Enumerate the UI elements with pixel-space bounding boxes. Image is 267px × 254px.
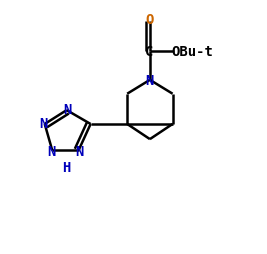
Text: N: N [146, 74, 154, 87]
Text: OBu-t: OBu-t [171, 45, 213, 59]
Text: C: C [145, 45, 153, 59]
Text: O: O [146, 13, 154, 27]
Text: N: N [63, 102, 72, 116]
Text: N: N [47, 144, 55, 158]
Text: N: N [39, 117, 48, 131]
Text: H: H [62, 160, 71, 174]
Text: N: N [76, 144, 84, 158]
